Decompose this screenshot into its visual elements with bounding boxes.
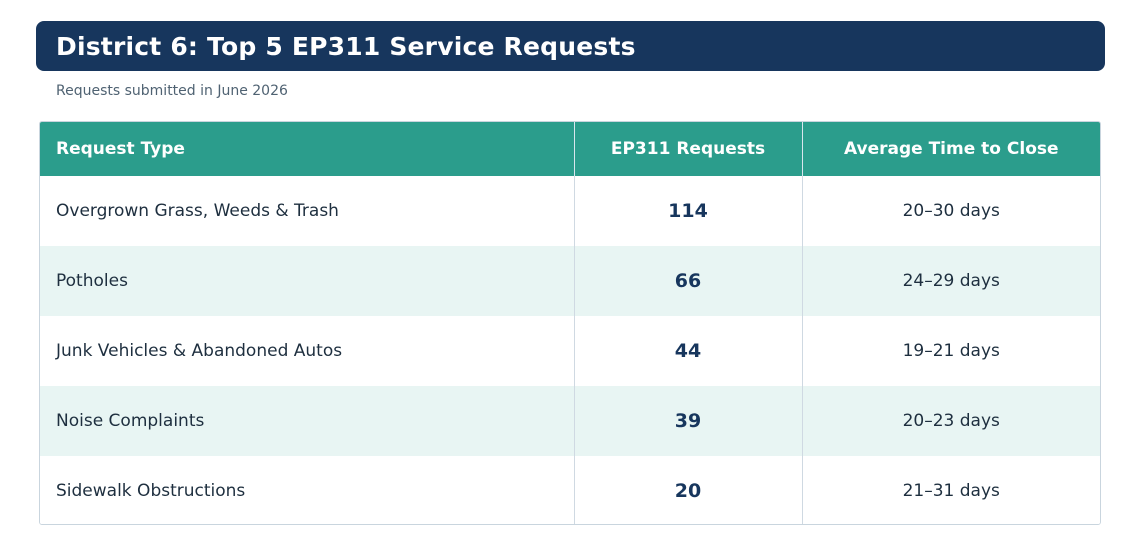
- request-count-cell: 39: [573, 386, 802, 456]
- time-to-close-cell: 20–23 days: [801, 386, 1100, 456]
- table-row: Sidewalk Obstructions 20 21–31 days: [40, 456, 1100, 524]
- time-to-close-cell: 20–30 days: [801, 176, 1100, 246]
- request-type-cell: Overgrown Grass, Weeds & Trash: [56, 201, 339, 221]
- table-row: Junk Vehicles & Abandoned Autos 44 19–21…: [40, 316, 1100, 386]
- time-to-close-cell: 24–29 days: [801, 246, 1100, 316]
- request-type-cell: Noise Complaints: [56, 411, 205, 431]
- time-to-close-cell: 19–21 days: [801, 316, 1100, 386]
- column-header-ep311-requests: EP311 Requests: [573, 122, 802, 176]
- service-requests-table: Request Type EP311 Requests Average Time…: [39, 121, 1101, 525]
- time-to-close-cell: 21–31 days: [801, 456, 1100, 524]
- chart-title: District 6: Top 5 EP311 Service Requests: [56, 31, 636, 61]
- request-count-cell: 114: [573, 176, 802, 246]
- table-row: Noise Complaints 39 20–23 days: [40, 386, 1100, 456]
- request-type-cell: Junk Vehicles & Abandoned Autos: [56, 341, 343, 361]
- table-header-row: Request Type EP311 Requests Average Time…: [40, 122, 1100, 176]
- request-type-cell: Potholes: [56, 271, 128, 291]
- column-header-request-type: Request Type: [56, 139, 185, 159]
- table-row: Overgrown Grass, Weeds & Trash 114 20–30…: [40, 176, 1100, 246]
- request-count-cell: 66: [573, 246, 802, 316]
- table-row: Potholes 66 24–29 days: [40, 246, 1100, 316]
- request-type-cell: Sidewalk Obstructions: [56, 481, 246, 501]
- data-table: Request Type EP311 Requests Average Time…: [40, 122, 1100, 524]
- chart-subtitle: Requests submitted in June 2026: [56, 83, 288, 99]
- title-bar: District 6: Top 5 EP311 Service Requests: [36, 21, 1105, 71]
- column-header-average-time: Average Time to Close: [801, 122, 1100, 176]
- request-count-cell: 20: [573, 456, 802, 524]
- request-count-cell: 44: [573, 316, 802, 386]
